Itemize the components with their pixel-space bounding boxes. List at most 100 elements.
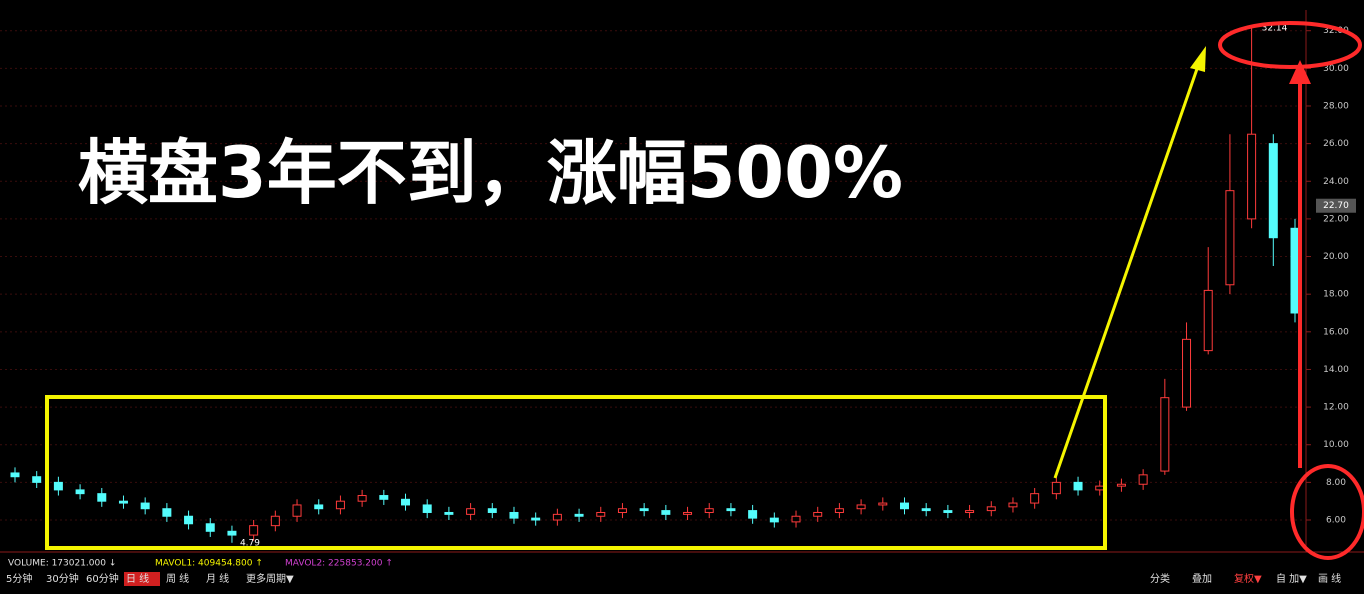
tool-button[interactable]: 自 加▼ (1276, 572, 1307, 585)
candle-body (53, 481, 63, 491)
candle-body (401, 498, 411, 506)
candle-body (249, 525, 259, 536)
period-tab[interactable]: 60分钟 (86, 572, 119, 585)
candle-body (227, 530, 237, 536)
y-tick-label: 22.00 (1323, 214, 1349, 224)
mavol2-label: MAVOL2: 225853.200 ↑ (285, 559, 393, 569)
candle-body (661, 510, 671, 515)
candle-body (422, 504, 432, 513)
candle-body (617, 508, 627, 513)
candle-body (1030, 493, 1040, 504)
candle-body (986, 506, 996, 512)
candle-body (32, 476, 42, 483)
red-circle-bottom (1290, 464, 1364, 560)
y-tick-label: 14.00 (1323, 365, 1349, 375)
candle-body (878, 502, 888, 506)
y-tick-label: 18.00 (1323, 290, 1349, 300)
candle-body (1160, 397, 1170, 472)
candle-body (444, 511, 454, 515)
yellow-arrowhead (1190, 46, 1206, 72)
highlight-box (45, 395, 1107, 550)
candle-body (791, 515, 801, 523)
candle-body (1008, 502, 1018, 508)
candle-body (1138, 474, 1148, 485)
candle-body (140, 502, 150, 510)
candle-body (1225, 190, 1235, 286)
y-tick-label: 28.00 (1323, 101, 1349, 111)
period-tab[interactable]: 5分钟 (6, 572, 32, 585)
right-tools: 分类 叠加 复权▼ 自 加▼ 画 线 (1150, 572, 1341, 585)
y-tick-label: 32.00 (1323, 26, 1349, 36)
y-tick-label: 12.00 (1323, 403, 1349, 413)
candle-body (466, 508, 476, 515)
candle-body (574, 513, 584, 517)
last-price-label: 22.70 (1323, 201, 1349, 211)
candle-body (748, 510, 758, 519)
candle-body (943, 510, 953, 513)
candle-body (726, 508, 736, 512)
period-tab-bg (124, 572, 160, 586)
candle-body (1247, 133, 1257, 220)
candle-body (899, 502, 909, 510)
candle-body (97, 493, 107, 502)
candle-body (856, 504, 866, 510)
candle-body (357, 495, 367, 502)
y-tick-label: 24.00 (1323, 177, 1349, 187)
candle-body (1051, 481, 1061, 495)
period-tab[interactable]: 30分钟 (46, 572, 79, 585)
y-tick-label: 8.00 (1326, 478, 1346, 488)
tool-button[interactable]: 复权▼ (1234, 572, 1262, 585)
candle-body (205, 523, 215, 532)
candle-body (270, 515, 280, 527)
tool-button[interactable]: 分类 (1150, 572, 1170, 585)
tool-button[interactable]: 画 线 (1318, 572, 1341, 585)
candle-body (75, 489, 85, 495)
period-tab[interactable]: 日 线 (126, 572, 149, 585)
y-tick-label: 6.00 (1326, 516, 1346, 526)
y-tick-label: 30.00 (1323, 64, 1349, 74)
y-tick-label: 16.00 (1323, 327, 1349, 337)
period-tab[interactable]: 更多周期▼ (246, 572, 294, 585)
max-price-label: 32.14 (1262, 24, 1288, 34)
candle-body (1268, 143, 1278, 239)
candle-body (1116, 483, 1126, 487)
y-tick-label: 20.00 (1323, 252, 1349, 262)
last-price-box (1316, 198, 1356, 213)
volume-label: VOLUME: 173021.000 ↓ (8, 559, 116, 569)
candle-body (921, 508, 931, 512)
candle-body (292, 504, 302, 517)
candle-body (509, 511, 519, 519)
candle-body (769, 517, 779, 523)
candle-body (1182, 338, 1192, 408)
red-circle-top (1218, 21, 1362, 69)
candle-body (335, 500, 345, 510)
chart-title: 横盘3年不到，涨幅500% (78, 132, 903, 214)
candle-body (487, 508, 497, 513)
candle-body (1073, 481, 1083, 491)
candle-body (704, 508, 714, 513)
min-price-label: 4.79 (240, 538, 260, 548)
candle-body (162, 508, 172, 517)
period-tab[interactable]: 周 线 (166, 572, 189, 585)
candle-body (683, 511, 693, 515)
candle-body (834, 508, 844, 513)
y-tick-label: 26.00 (1323, 139, 1349, 149)
candle-body (1095, 485, 1105, 491)
candle-body (596, 511, 606, 517)
status-bar: VOLUME: 173021.000 ↓ MAVOL1: 409454.800 … (8, 559, 393, 569)
candle-body (184, 515, 194, 525)
candles: 32.14 4.79 22.70 (10, 24, 1356, 548)
candle-body (813, 511, 823, 517)
red-arrowhead (1289, 60, 1311, 84)
candle-body (379, 495, 389, 500)
candle-body (965, 510, 975, 513)
candle-body (314, 504, 324, 510)
grid: 6.00 8.00 10.00 12.00 14.00 16.00 18.00 20.00 22… (0, 26, 1349, 526)
candle-body (552, 513, 562, 521)
tool-button[interactable]: 叠加 (1192, 573, 1212, 585)
candle-body (1203, 289, 1213, 352)
period-tab[interactable]: 月 线 (206, 572, 229, 585)
candle-body (10, 472, 20, 478)
